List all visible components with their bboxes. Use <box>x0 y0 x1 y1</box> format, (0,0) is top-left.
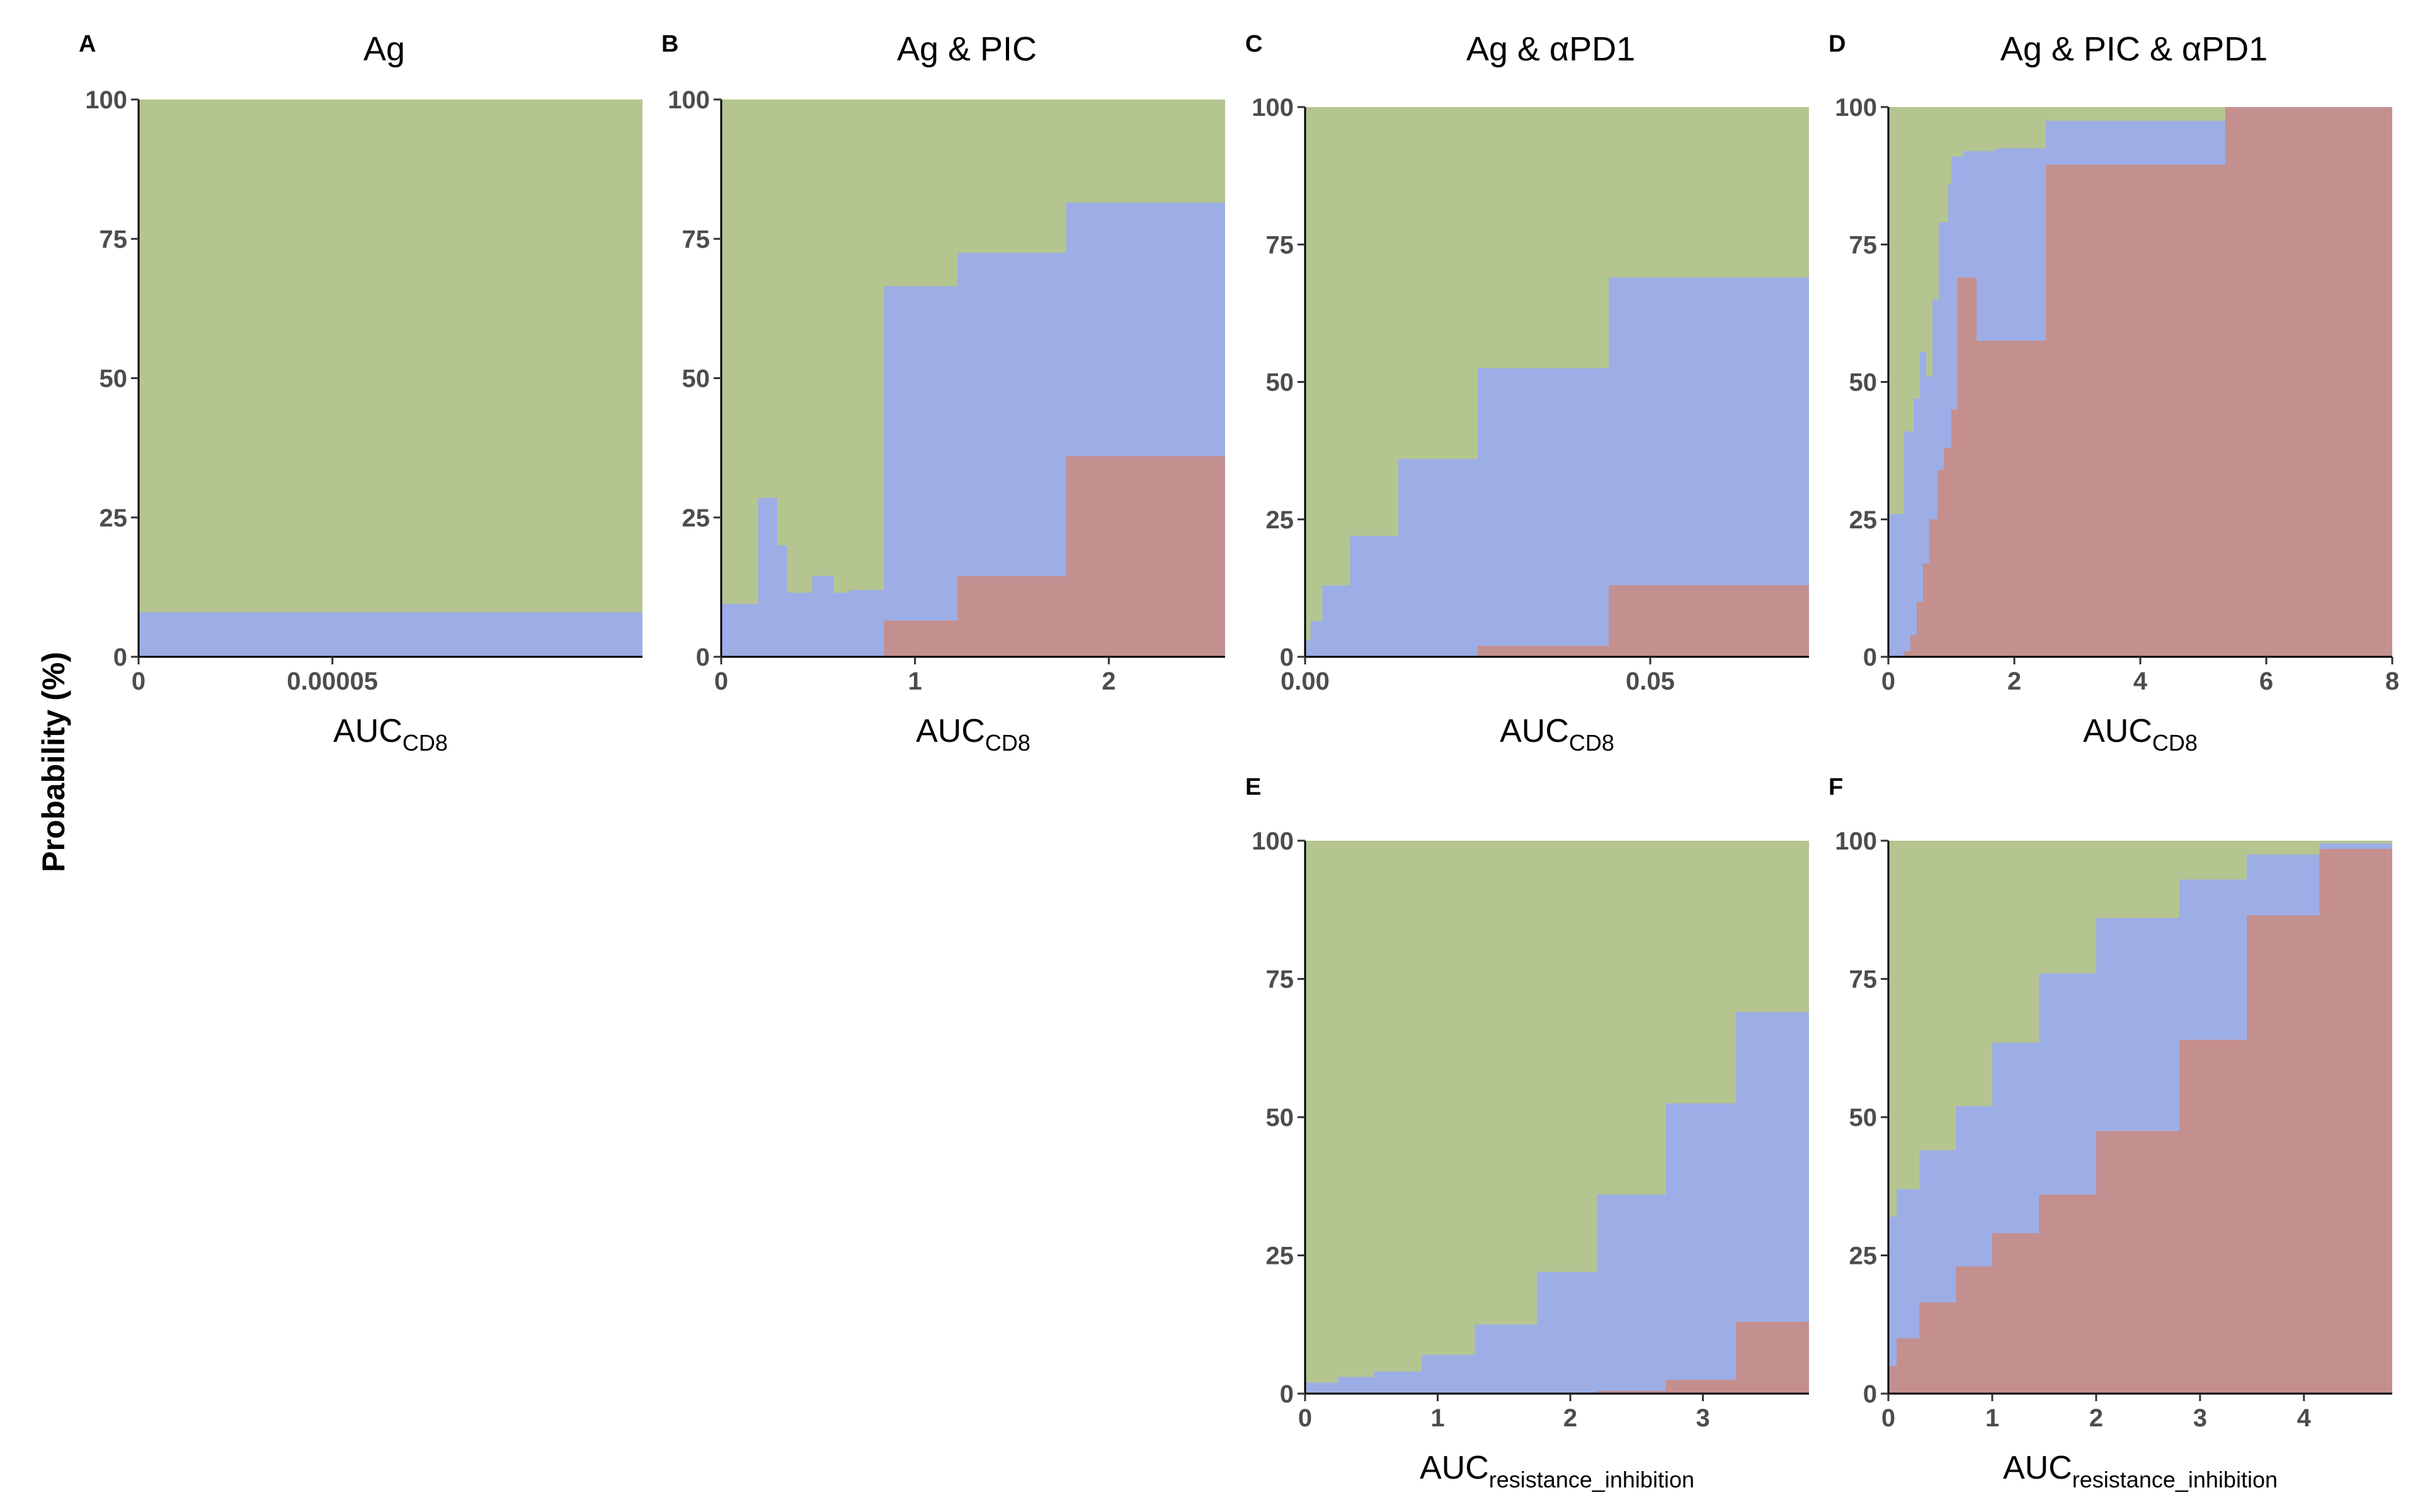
x-tick-label: 2 <box>2007 668 2021 695</box>
y-tick-label: 50 <box>1266 1104 1294 1132</box>
x-axis-label-main: AUC <box>1500 713 1569 749</box>
panel-title: Ag <box>363 30 405 68</box>
x-tick-label: 3 <box>1696 1404 1709 1432</box>
x-axis-label: AUCCD8 <box>333 713 448 756</box>
y-tick-label: 25 <box>100 504 128 532</box>
x-axis-label-sub: CD8 <box>1569 730 1614 756</box>
panel-letter: D <box>1829 31 1846 57</box>
x-axis-label-main: AUC <box>916 713 985 749</box>
x-axis-label-main: AUC <box>2003 1450 2072 1486</box>
panel-a: 0 25 50 75 100 0 0.00005 AUCCD8 A Ag <box>79 30 642 756</box>
panel-c: 0 25 50 75 100 0.00 0.05 AUCCD8 C Ag & αPD1 <box>1245 30 1809 756</box>
y-tick-label: 0 <box>696 644 710 671</box>
y-tick-label: 50 <box>1266 369 1294 397</box>
x-tick-label: 1 <box>908 668 922 695</box>
x-tick-label: 2 <box>2089 1404 2103 1432</box>
panel-d: 0 25 50 75 100 0 2 4 6 8 AUCCD8 D Ag & PIC & αPD1 <box>1829 30 2399 756</box>
y-tick-label: 0 <box>1863 644 1877 671</box>
x-axis-label-sub: CD8 <box>2152 730 2198 756</box>
y-tick-label: 100 <box>1835 94 1877 122</box>
y-tick-label: 100 <box>1252 827 1294 855</box>
panel-letter: C <box>1245 31 1262 57</box>
area-green <box>139 99 642 657</box>
y-tick-label: 25 <box>1849 506 1878 534</box>
area-blue <box>1305 1012 1809 1394</box>
y-axis-label: Probability (%) <box>36 652 71 872</box>
x-tick-label: 4 <box>2297 1404 2312 1432</box>
x-axis-label-main: AUC <box>333 713 402 749</box>
y-tick-label: 100 <box>668 86 710 114</box>
x-tick-label: 6 <box>2259 668 2273 695</box>
y-tick-label: 75 <box>1266 966 1294 994</box>
y-tick-label: 50 <box>100 365 128 393</box>
y-tick-label: 0 <box>1280 644 1294 671</box>
area-red <box>1888 107 2392 657</box>
x-axis-label-sub: CD8 <box>985 730 1030 756</box>
y-tick-label: 75 <box>1849 966 1878 994</box>
x-tick-label: 4 <box>2133 668 2148 695</box>
x-tick-label: 0 <box>714 668 728 695</box>
x-tick-label: 0.00 <box>1281 668 1330 695</box>
y-tick-label: 0 <box>1280 1380 1294 1408</box>
y-tick-label: 25 <box>1849 1242 1878 1270</box>
panel-letter: B <box>661 31 678 57</box>
panel-title: Ag & PIC & αPD1 <box>2000 30 2268 68</box>
area-red <box>721 456 1225 657</box>
area-blue <box>1305 277 1809 657</box>
x-axis-label: AUCCD8 <box>916 713 1030 756</box>
y-tick-label: 50 <box>682 365 710 393</box>
y-tick-label: 25 <box>682 504 710 532</box>
x-axis-label: AUCCD8 <box>2083 713 2198 756</box>
panel-letter: A <box>79 31 96 57</box>
panel-letter: E <box>1245 774 1261 800</box>
y-tick-label: 0 <box>1863 1380 1877 1408</box>
x-axis-label-sub: resistance_inhibition <box>2072 1467 2278 1492</box>
y-tick-label: 75 <box>1849 231 1878 259</box>
area-red <box>1305 1321 1809 1394</box>
x-axis-label-main: AUC <box>1420 1450 1489 1486</box>
x-axis-label-sub: CD8 <box>402 730 448 756</box>
area-blue <box>139 612 642 657</box>
area-red <box>1305 585 1809 657</box>
x-tick-label: 0.00005 <box>287 668 378 695</box>
y-tick-label: 100 <box>1835 827 1877 855</box>
x-tick-label: 0 <box>1298 1404 1312 1432</box>
x-tick-label: 8 <box>2385 668 2399 695</box>
y-tick-label: 75 <box>1266 231 1294 259</box>
y-tick-label: 25 <box>1266 1242 1294 1270</box>
y-tick-label: 50 <box>1849 1104 1878 1132</box>
area-red <box>1888 849 2392 1394</box>
y-tick-label: 25 <box>1266 506 1294 534</box>
y-tick-label: 0 <box>113 644 127 671</box>
y-tick-label: 100 <box>85 86 127 114</box>
x-tick-label: 0.05 <box>1626 668 1675 695</box>
x-axis-label: AUCCD8 <box>1500 713 1614 756</box>
x-tick-label: 0 <box>1881 668 1895 695</box>
y-tick-label: 75 <box>100 225 128 253</box>
panel-letter: F <box>1829 774 1843 800</box>
x-axis-label: AUCresistance_inhibition <box>2003 1450 2278 1492</box>
x-tick-label: 1 <box>1430 1404 1444 1432</box>
x-tick-label: 0 <box>1881 1404 1895 1432</box>
x-tick-label: 3 <box>2193 1404 2207 1432</box>
x-axis-label-main: AUC <box>2083 713 2152 749</box>
panel-f: 0 25 50 75 100 0 1 2 3 4 AUCresistance_inhibition F <box>1829 774 2392 1492</box>
x-tick-label: 1 <box>1985 1404 1999 1432</box>
y-tick-label: 100 <box>1252 94 1294 122</box>
x-tick-label: 2 <box>1102 668 1116 695</box>
y-tick-label: 50 <box>1849 369 1878 397</box>
y-tick-label: 75 <box>682 225 710 253</box>
x-tick-label: 2 <box>1563 1404 1577 1432</box>
panel-title: Ag & PIC <box>897 30 1037 68</box>
x-axis-label: AUCresistance_inhibition <box>1420 1450 1694 1492</box>
x-tick-label: 0 <box>132 668 146 695</box>
panel-title: Ag & αPD1 <box>1466 30 1635 68</box>
panel-b: 0 25 50 75 100 0 1 2 AUCCD8 B Ag & PIC <box>661 30 1225 756</box>
x-axis-label-sub: resistance_inhibition <box>1489 1467 1694 1492</box>
